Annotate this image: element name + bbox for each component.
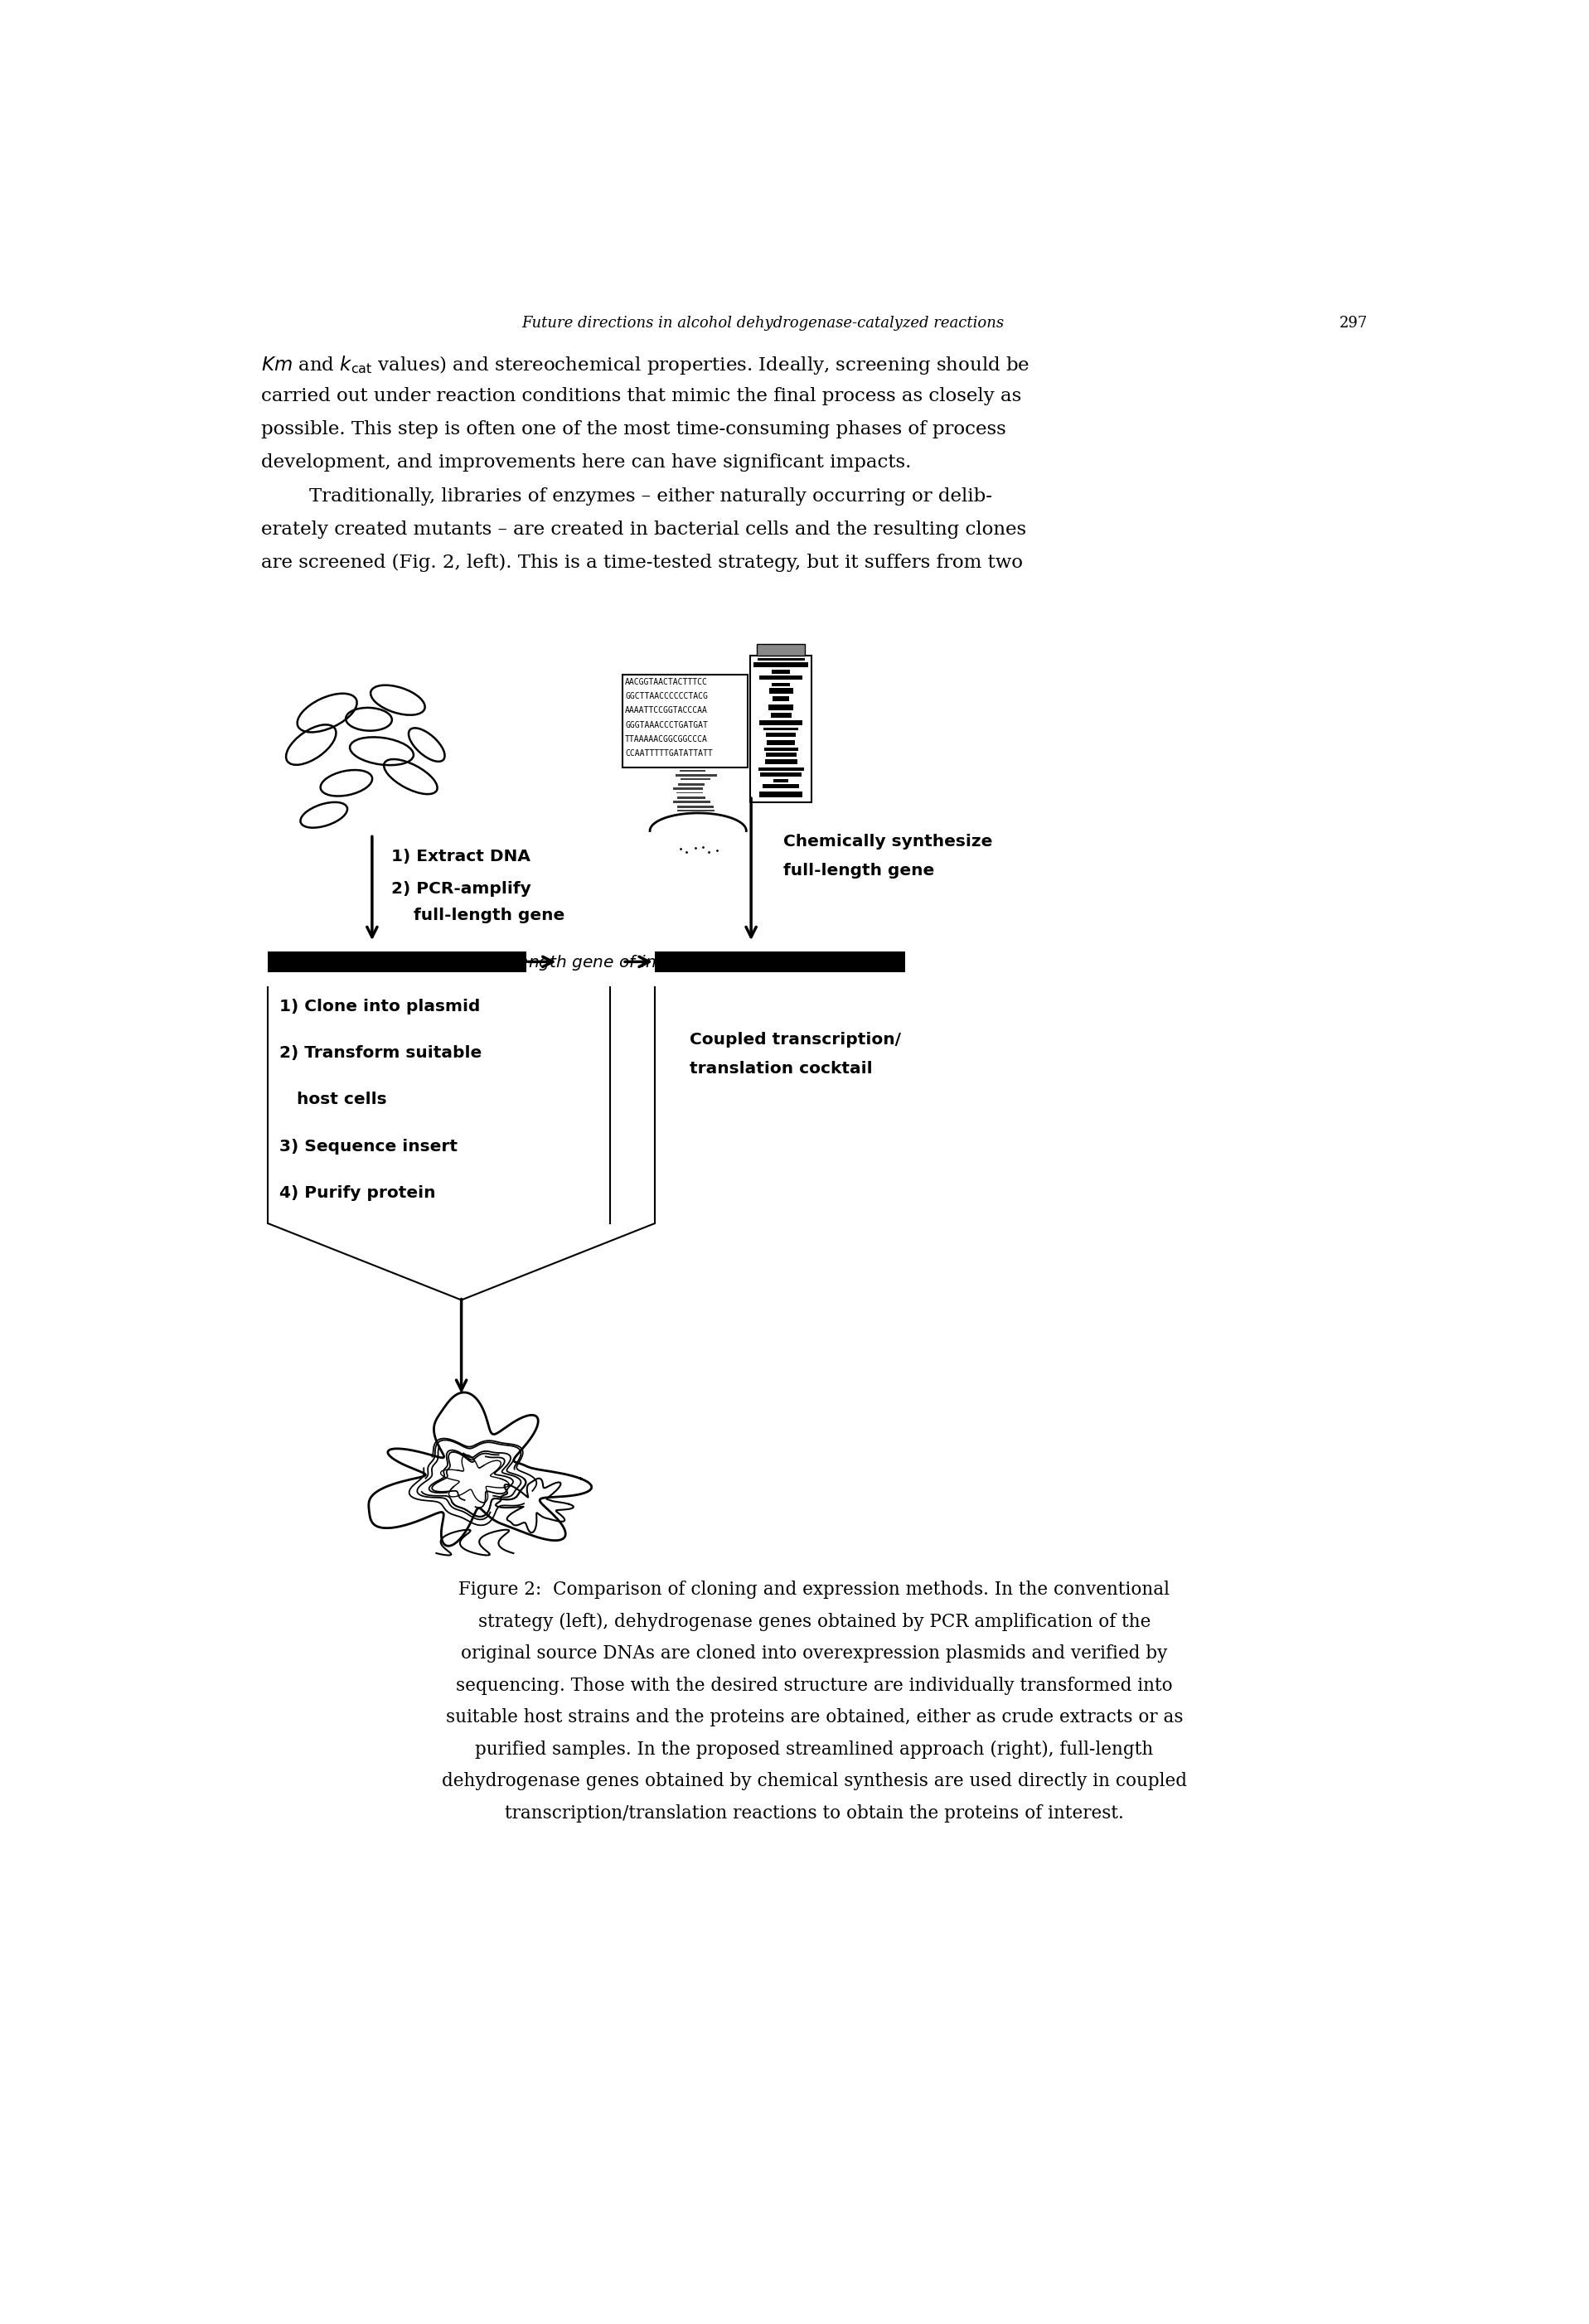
Bar	[760, 676, 802, 679]
Text: 2) PCR-amplify: 2) PCR-amplify	[391, 881, 531, 897]
Bar	[756, 644, 806, 655]
Text: 297: 297	[1340, 316, 1368, 330]
Text: sequencing. Those with the desired structure are individually transformed into: sequencing. Those with the desired struc…	[456, 1676, 1173, 1694]
Text: dehydrogenase genes obtained by chemical synthesis are used directly in coupled: dehydrogenase genes obtained by chemical…	[442, 1773, 1187, 1789]
Text: Coupled transcription/: Coupled transcription/	[690, 1032, 901, 1048]
Text: possible. This step is often one of the most time-consuming phases of process: possible. This step is often one of the …	[261, 421, 1006, 439]
Text: suitable host strains and the proteins are obtained, either as crude extracts or: suitable host strains and the proteins a…	[445, 1708, 1184, 1727]
Text: translation cocktail: translation cocktail	[690, 1060, 872, 1076]
Text: development, and improvements here can have significant impacts.: development, and improvements here can h…	[261, 453, 910, 472]
Text: carried out under reaction conditions that mimic the final process as closely as: carried out under reaction conditions th…	[261, 388, 1022, 407]
Text: 3) Sequence insert: 3) Sequence insert	[280, 1139, 458, 1155]
Text: strategy (left), dehydrogenase genes obtained by PCR amplification of the: strategy (left), dehydrogenase genes obt…	[478, 1613, 1150, 1631]
Bar	[764, 748, 798, 751]
Text: $\mathit{Full\!\!-\!\!length\ gene\ of\ interest}$: $\mathit{Full\!\!-\!\!length\ gene\ of\ …	[474, 953, 707, 971]
Bar	[675, 774, 717, 776]
Text: Chemically synthesize: Chemically synthesize	[783, 834, 993, 851]
Bar	[760, 720, 802, 725]
Text: TTAAAAACGGCGGCCCA: TTAAAAACGGCGGCCCA	[624, 734, 709, 744]
Text: full-length gene: full-length gene	[413, 906, 566, 923]
Bar	[677, 806, 713, 809]
Bar	[769, 688, 793, 693]
Bar	[763, 783, 799, 788]
Text: purified samples. In the proposed streamlined approach (right), full-length: purified samples. In the proposed stream…	[475, 1741, 1154, 1759]
Bar	[766, 732, 796, 737]
Bar	[766, 753, 796, 758]
Bar	[269, 951, 526, 971]
Text: 1) Clone into plasmid: 1) Clone into plasmid	[280, 999, 480, 1016]
Text: 1) Extract DNA: 1) Extract DNA	[391, 848, 531, 865]
Bar	[774, 779, 788, 783]
Text: AACGGTAACTACTTTCC: AACGGTAACTACTTTCC	[624, 679, 709, 686]
Text: full-length gene: full-length gene	[783, 862, 934, 878]
Text: $\mathit{Km}$ and $\mathit{k}_{\mathrm{cat}}$ values) and stereochemical propert: $\mathit{Km}$ and $\mathit{k}_{\mathrm{c…	[261, 353, 1030, 376]
Bar	[767, 739, 794, 744]
Bar	[769, 704, 793, 709]
Text: Figure 2:  Comparison of cloning and expression methods. In the conventional: Figure 2: Comparison of cloning and expr…	[459, 1580, 1170, 1599]
Text: transcription/translation reactions to obtain the proteins of interest.: transcription/translation reactions to o…	[505, 1803, 1123, 1822]
Text: AAAATTCCGGTACCCAA: AAAATTCCGGTACCCAA	[624, 706, 709, 716]
Text: 2) Transform suitable: 2) Transform suitable	[280, 1046, 481, 1062]
Bar	[655, 951, 906, 971]
Bar	[772, 683, 790, 686]
Bar	[758, 767, 804, 772]
Text: GGGTAAACCCTGATGAT: GGGTAAACCCTGATGAT	[624, 720, 709, 730]
Bar	[772, 669, 790, 674]
Text: Traditionally, libraries of enzymes – either naturally occurring or delib-: Traditionally, libraries of enzymes – ei…	[261, 488, 992, 504]
Text: erately created mutants – are created in bacterial cells and the resulting clone: erately created mutants – are created in…	[261, 521, 1026, 539]
Bar	[771, 713, 791, 718]
Bar	[750, 655, 812, 802]
Text: Future directions in alcohol dehydrogenase-catalyzed reactions: Future directions in alcohol dehydrogena…	[521, 316, 1004, 330]
Bar	[760, 792, 802, 797]
Bar	[772, 697, 790, 702]
Bar	[623, 674, 748, 767]
Bar	[763, 727, 799, 730]
Bar	[761, 774, 801, 776]
Bar	[677, 797, 706, 799]
Text: original source DNAs are cloned into overexpression plasmids and verified by: original source DNAs are cloned into ove…	[461, 1645, 1168, 1664]
Bar	[753, 662, 809, 667]
Text: are screened (Fig. 2, left). This is a time-tested strategy, but it suffers from: are screened (Fig. 2, left). This is a t…	[261, 553, 1023, 572]
Text: GGCTTAACCCCCCTACG: GGCTTAACCCCCCTACG	[624, 693, 709, 700]
Bar	[679, 783, 704, 786]
Text: host cells: host cells	[280, 1092, 388, 1109]
Text: CCAATTTTTGATATTATT: CCAATTTTTGATATTATT	[624, 751, 713, 758]
Bar	[764, 760, 798, 765]
Text: 4) Purify protein: 4) Purify protein	[280, 1185, 435, 1202]
